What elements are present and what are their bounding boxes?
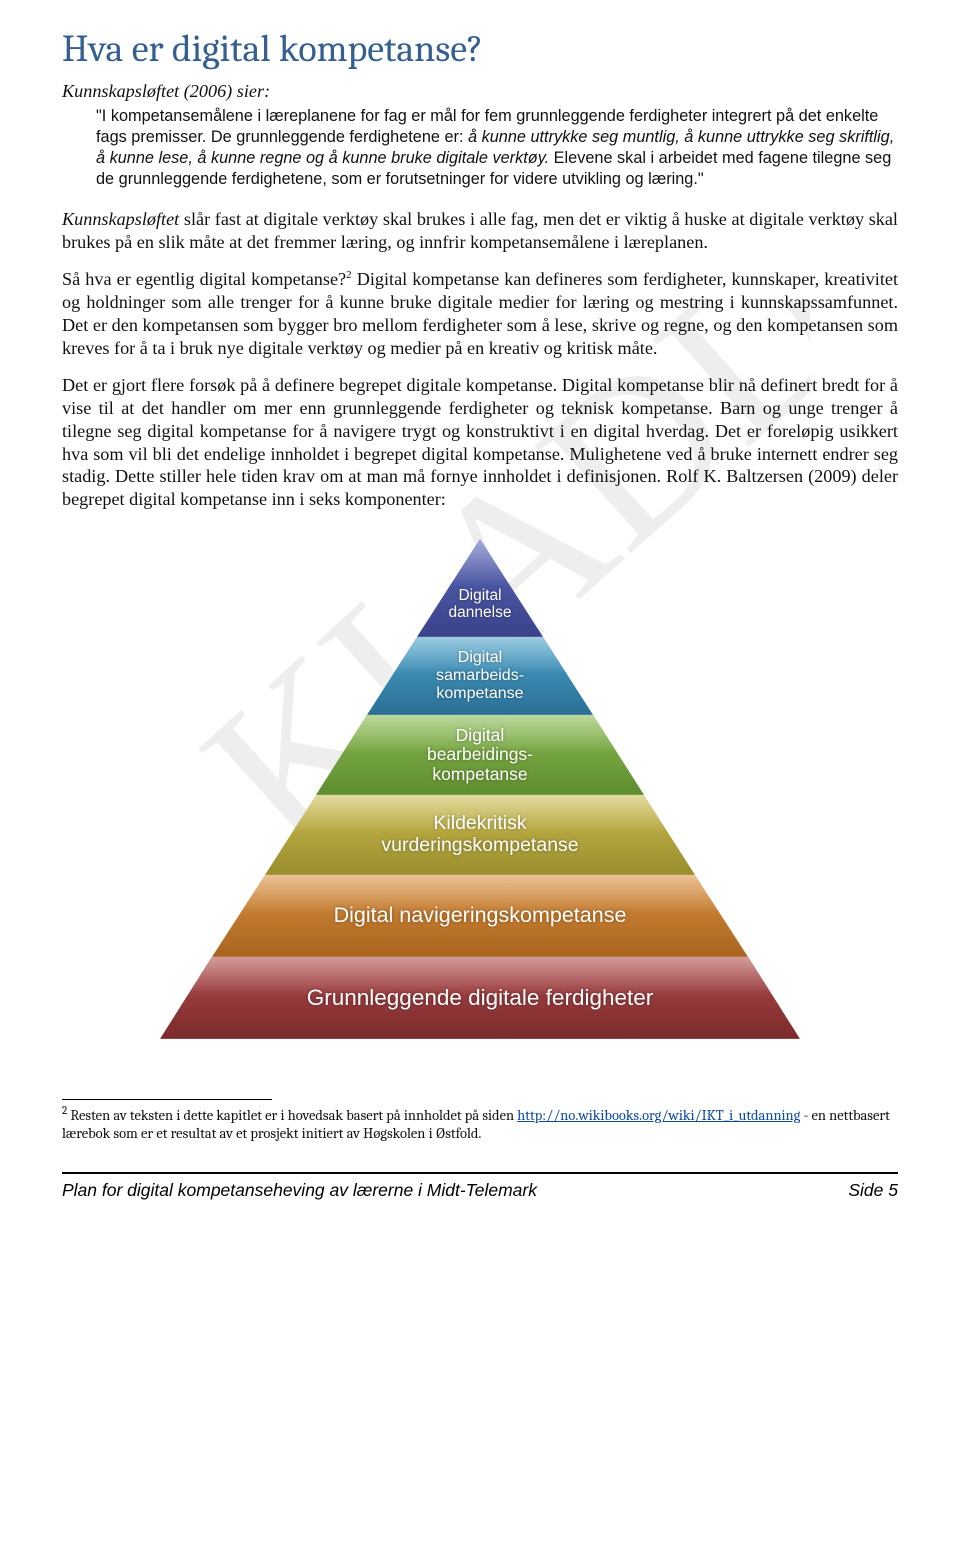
pyramid-label-2: Digital navigeringskompetanse bbox=[328, 904, 633, 928]
pyramid-label-5: Digitalsamarbeids-kompetanse bbox=[430, 649, 530, 702]
footer-rule bbox=[62, 1172, 898, 1174]
label-line: dannelse bbox=[449, 604, 512, 621]
label-line: Digital navigeringskompetanse bbox=[334, 903, 627, 927]
pyramid-layer-4: Digitalbearbeidings-kompetanse bbox=[316, 715, 644, 795]
pyramid-layer-5: Digitalsamarbeids-kompetanse bbox=[367, 637, 593, 715]
footer: Plan for digital kompetanseheving av lær… bbox=[62, 1180, 898, 1227]
pyramid-layer-1: Grunnleggende digitale ferdigheter bbox=[160, 957, 800, 1039]
footer-left: Plan for digital kompetanseheving av lær… bbox=[62, 1180, 537, 1201]
para2-a: Så hva er egentlig digital kompetanse? bbox=[62, 269, 346, 289]
pyramid-label-6: Digitaldannelse bbox=[443, 587, 518, 621]
footnote: 2 Resten av teksten i dette kapitlet er … bbox=[62, 1104, 898, 1144]
pyramid-layer-6: Digitaldannelse bbox=[417, 539, 543, 637]
label-line: vurderingskompetanse bbox=[381, 834, 578, 856]
sheen bbox=[417, 539, 543, 586]
para1-rest: slår fast at digitale verktøy skal bruke… bbox=[62, 209, 898, 252]
pyramid: Digitaldannelse Digitalsamarbeids-kompet… bbox=[160, 539, 800, 1039]
footnote-separator bbox=[62, 1099, 272, 1100]
footer-right: Side 5 bbox=[848, 1180, 898, 1201]
footnote-link[interactable]: http://no.wikibooks.org/wiki/IKT_i_utdan… bbox=[517, 1107, 800, 1124]
pyramid-label-4: Digitalbearbeidings-kompetanse bbox=[421, 726, 539, 784]
page: KLADD Hva er digital kompetanse? Kunnska… bbox=[0, 0, 960, 1549]
quote-emphasis: å kunne uttrykke seg muntlig, å kunne ut… bbox=[96, 128, 894, 167]
pyramid-layer-3: Kildekritiskvurderingskompetanse bbox=[265, 795, 695, 875]
quote-text: "I kompetansemålene i læreplanene for fa… bbox=[96, 107, 894, 188]
label-line: Grunnleggende digitale ferdigheter bbox=[307, 985, 654, 1010]
subtitle: Kunnskapsløftet (2006) sier: bbox=[62, 80, 898, 103]
label-line: Kildekritisk bbox=[433, 812, 526, 834]
pyramid-label-1: Grunnleggende digitale ferdigheter bbox=[301, 986, 660, 1011]
label-line: kompetanse bbox=[436, 685, 523, 702]
label-line: samarbeids- bbox=[436, 667, 524, 684]
footnote-text-a: Resten av teksten i dette kapitlet er i … bbox=[67, 1107, 517, 1124]
pyramid-layer-2: Digital navigeringskompetanse bbox=[212, 875, 748, 957]
paragraph-2: Så hva er egentlig digital kompetanse?2 … bbox=[62, 268, 898, 359]
label-line: Digital bbox=[458, 587, 501, 604]
page-title: Hva er digital kompetanse? bbox=[62, 28, 898, 72]
label-line: kompetanse bbox=[432, 764, 527, 784]
para1-lead: Kunnskapsløftet bbox=[62, 209, 179, 229]
quote-block: "I kompetansemålene i læreplanene for fa… bbox=[96, 106, 898, 189]
label-line: Digital bbox=[456, 725, 505, 745]
label-line: bearbeidings- bbox=[427, 744, 533, 764]
paragraph-1: Kunnskapsløftet slår fast at digitale ve… bbox=[62, 208, 898, 254]
pyramid-label-3: Kildekritiskvurderingskompetanse bbox=[375, 813, 584, 856]
content: Hva er digital kompetanse? Kunnskapsløft… bbox=[62, 28, 898, 1227]
paragraph-3: Det er gjort flere forsøk på å definere … bbox=[62, 374, 898, 511]
label-line: Digital bbox=[458, 649, 502, 666]
